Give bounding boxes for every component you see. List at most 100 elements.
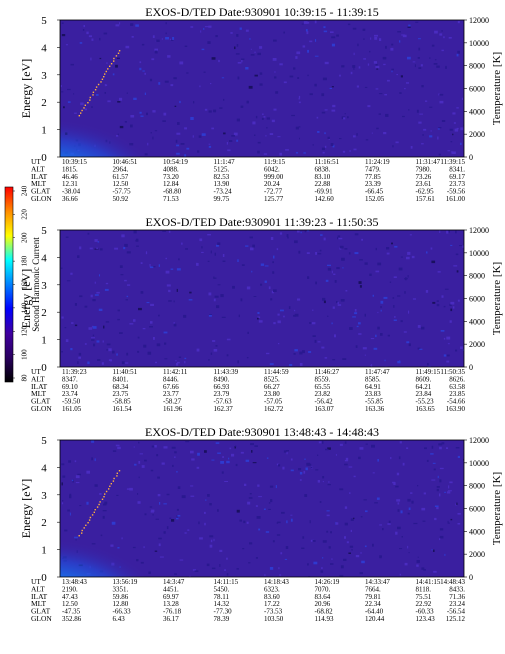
spectrogram-pixel bbox=[441, 30, 443, 32]
ephemeris-cell: 14:11:15 bbox=[214, 578, 239, 586]
spectrogram-pixel bbox=[317, 253, 322, 255]
spectrogram-pixel bbox=[67, 101, 71, 103]
spectrogram-pixel bbox=[357, 43, 359, 47]
ephemeris-cell: 12.50 bbox=[113, 180, 129, 188]
spectrogram-pixel bbox=[184, 154, 187, 157]
spectrogram-pixel bbox=[290, 458, 293, 461]
y2-tick-label: 2000 bbox=[469, 130, 485, 139]
spectrogram-pixel bbox=[92, 334, 95, 337]
ephemeris-row-label: UT bbox=[31, 577, 41, 586]
spectrogram-pixel bbox=[164, 358, 168, 360]
temperature-point bbox=[81, 529, 83, 532]
spectrogram-pixel bbox=[452, 112, 456, 115]
spectrogram-pixel bbox=[229, 140, 233, 142]
spectrogram-pixel bbox=[221, 471, 224, 474]
spectrogram-pixel bbox=[61, 482, 63, 486]
spectrogram-pixel bbox=[123, 246, 126, 250]
spectrogram-pixel bbox=[63, 106, 65, 109]
ephemeris-cell: -62.95 bbox=[416, 188, 435, 196]
spectrogram-pixel bbox=[273, 108, 277, 111]
temperature-point bbox=[101, 498, 104, 500]
spectrogram-pixel bbox=[207, 234, 211, 236]
spectrogram-pixel bbox=[397, 526, 401, 530]
ephemeris-row-label: ALT bbox=[31, 164, 45, 173]
spectrogram-pixel bbox=[319, 501, 322, 503]
spectrogram-pixel bbox=[64, 327, 67, 329]
spectrogram-pixel bbox=[214, 252, 216, 256]
spectrogram-pixel bbox=[153, 337, 155, 340]
spectrogram-pixel bbox=[115, 24, 120, 27]
spectrogram-pixel bbox=[259, 46, 263, 49]
ephemeris-cell: -60.33 bbox=[416, 608, 435, 616]
spectrogram-pixel bbox=[388, 520, 391, 524]
spectrogram-pixel bbox=[226, 354, 229, 357]
spectrogram-pixel bbox=[320, 234, 323, 236]
spectrogram-pixel bbox=[212, 340, 216, 342]
spectrogram-pixel bbox=[223, 98, 225, 101]
spectrogram-pixel bbox=[65, 339, 69, 342]
spectrogram-pixel bbox=[299, 137, 300, 140]
spectrogram-pixel bbox=[269, 567, 274, 570]
spectrogram-pixel bbox=[297, 230, 300, 233]
ephemeris-cell: -66.33 bbox=[113, 608, 132, 616]
spectrogram-pixel bbox=[173, 323, 177, 327]
spectrogram-pixel bbox=[360, 552, 362, 554]
spectrogram-pixel bbox=[171, 519, 175, 522]
spectrogram-pixel bbox=[328, 481, 330, 483]
spectrogram-pixel bbox=[149, 78, 153, 82]
spectrogram-pixel bbox=[437, 136, 439, 140]
spectrogram-pixel bbox=[445, 67, 447, 69]
ephemeris-cell: 6838. bbox=[315, 165, 331, 173]
spectrogram-pixel bbox=[119, 332, 123, 334]
temperature-point bbox=[109, 485, 111, 487]
spectrogram-pixel bbox=[450, 301, 455, 305]
spectrogram-pixel bbox=[199, 85, 201, 88]
spectrogram-pixel bbox=[104, 501, 108, 505]
spectrogram-pixel bbox=[164, 80, 169, 83]
ephemeris-cell: 8559. bbox=[315, 375, 331, 383]
spectrogram-pixel bbox=[79, 295, 83, 298]
spectrogram-pixel bbox=[179, 559, 184, 561]
spectrogram-pixel bbox=[364, 262, 368, 265]
spectrogram-pixel bbox=[443, 305, 446, 308]
spectrogram-pixel bbox=[198, 521, 200, 525]
y2-tick-label: 0 bbox=[469, 363, 473, 372]
spectrogram-pixel bbox=[173, 322, 175, 325]
spectrogram-pixel bbox=[60, 267, 63, 269]
spectrogram-pixel bbox=[213, 538, 215, 542]
spectrogram-pixel bbox=[436, 488, 439, 492]
ephemeris-cell: 120.44 bbox=[365, 615, 385, 623]
spectrogram-pixel bbox=[335, 454, 337, 456]
spectrogram-pixel bbox=[444, 553, 446, 556]
spectrogram-pixel bbox=[326, 510, 330, 512]
ephemeris-cell: 8433. bbox=[449, 585, 465, 593]
spectrogram-pixel bbox=[383, 132, 387, 135]
spectrogram-pixel bbox=[317, 131, 320, 133]
spectrogram-pixel bbox=[92, 326, 97, 329]
spectrogram-pixel bbox=[283, 450, 287, 453]
temperature-point bbox=[92, 91, 95, 93]
ephemeris-cell: 66.93 bbox=[214, 383, 230, 391]
spectrogram-pixel bbox=[324, 109, 328, 111]
spectrogram-pixel bbox=[137, 493, 139, 495]
temperature-point bbox=[93, 511, 95, 513]
spectrogram-pixel bbox=[449, 320, 452, 323]
spectrogram-pixel bbox=[251, 450, 253, 453]
spectrogram-pixel bbox=[141, 465, 145, 468]
spectrogram-pixel bbox=[318, 441, 322, 444]
spectrogram-pixel bbox=[140, 115, 144, 117]
ephemeris-cell: 11:43:39 bbox=[214, 368, 239, 376]
spectrogram-pixel bbox=[326, 530, 329, 533]
spectrogram-pixel bbox=[344, 506, 348, 509]
spectrogram-pixel bbox=[248, 85, 253, 89]
ephemeris-cell: 14:3:47 bbox=[163, 578, 185, 586]
ephemeris-cell: 75.51 bbox=[416, 593, 432, 601]
spectrogram-pixel bbox=[363, 499, 367, 501]
spectrogram-pixel bbox=[453, 265, 458, 267]
spectrogram-pixel bbox=[340, 565, 344, 569]
ephemeris-cell: 66.27 bbox=[264, 383, 280, 391]
spectrogram-pixel bbox=[112, 73, 115, 76]
temperature-point bbox=[87, 522, 89, 524]
y-tick-label: 0 bbox=[41, 362, 47, 374]
ephemeris-cell: 78.11 bbox=[214, 593, 230, 601]
